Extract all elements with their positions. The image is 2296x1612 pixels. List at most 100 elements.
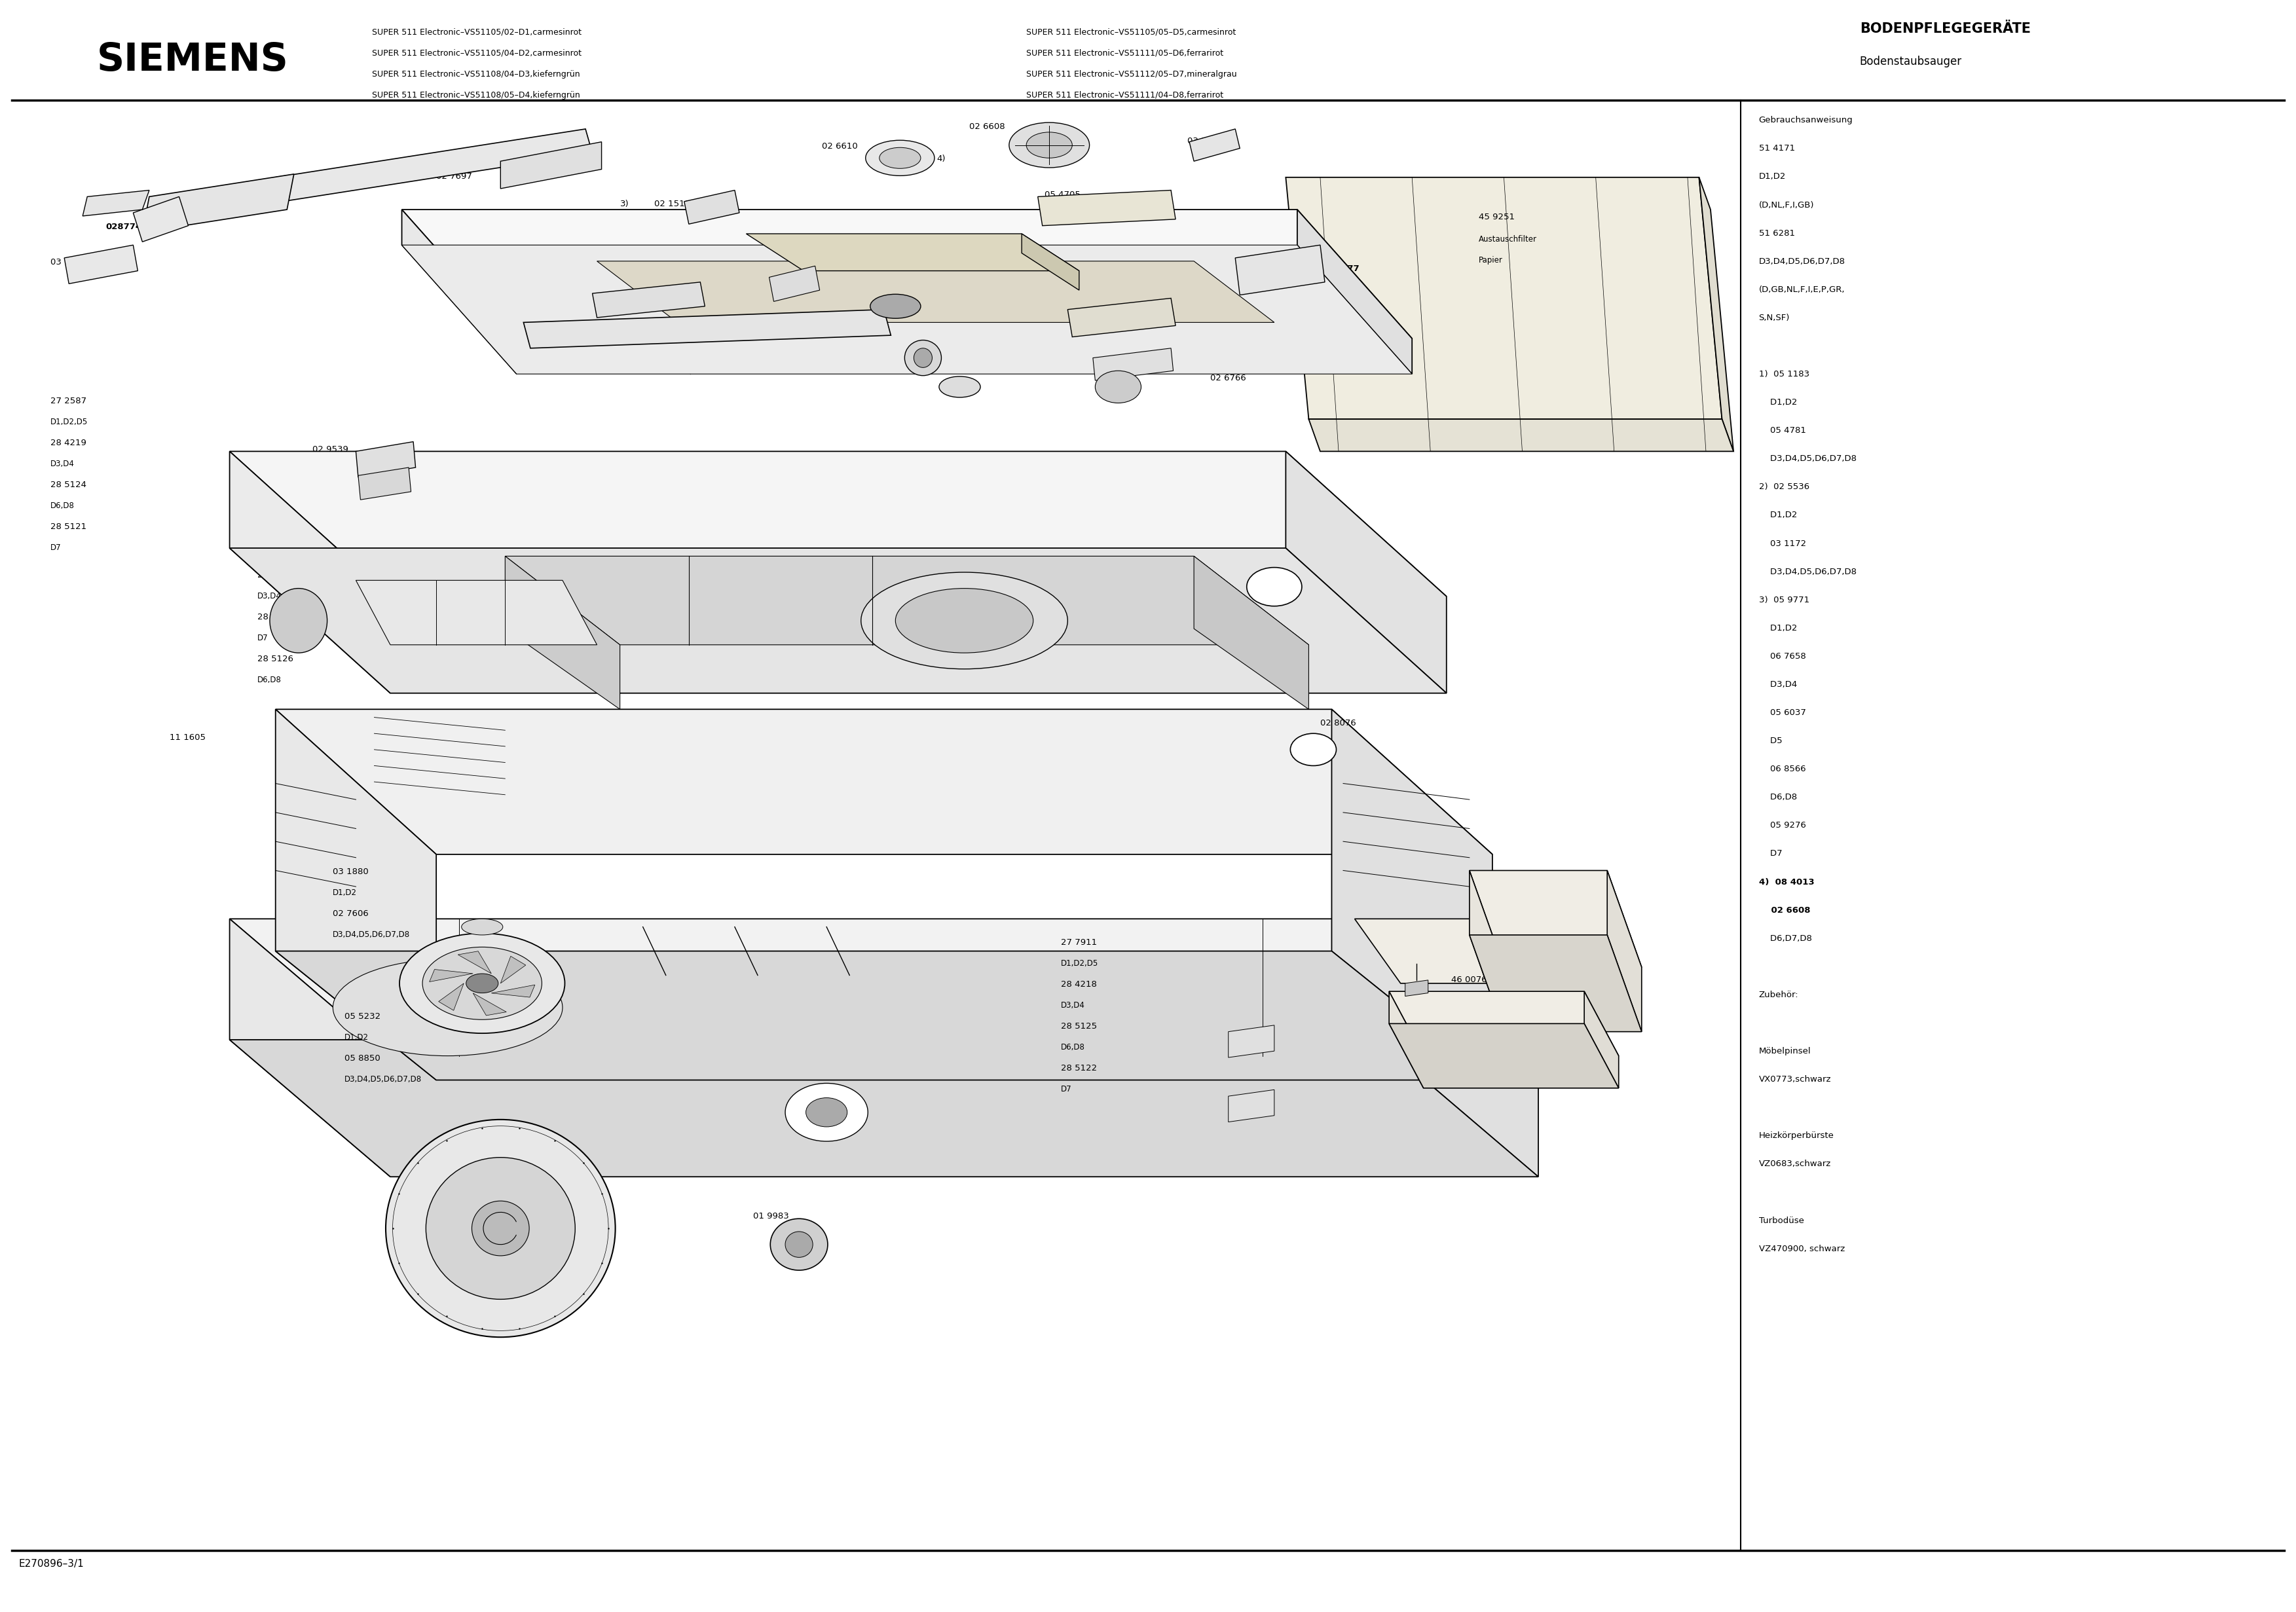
Ellipse shape [333,959,563,1056]
Text: SUPER 511 Electronic–VS51108/05–D4,kieferngrün: SUPER 511 Electronic–VS51108/05–D4,kiefe… [372,90,581,100]
Text: 03 1168: 03 1168 [1187,137,1224,145]
Text: Gebrauchsanweisung: Gebrauchsanweisung [1759,116,1853,124]
Text: SUPER 511 Electronic–VS51112/05–D7,mineralgrau: SUPER 511 Electronic–VS51112/05–D7,miner… [1026,69,1238,79]
Text: 02 6608: 02 6608 [969,123,1006,131]
Polygon shape [1355,919,1607,983]
Text: 028774: 028774 [106,222,142,231]
Text: D3,D4,D5,D6,D7,D8: D3,D4,D5,D6,D7,D8 [1759,455,1855,463]
Text: SUPER 511 Electronic–VS51111/05–D6,ferrarirot: SUPER 511 Electronic–VS51111/05–D6,ferra… [1026,48,1224,58]
Text: D1,D2: D1,D2 [1759,624,1798,632]
Text: 11 1605: 11 1605 [170,733,207,742]
Text: D6,D8: D6,D8 [257,675,282,683]
Text: SUPER 511 Electronic–VS51105/02–D1,carmesinrot: SUPER 511 Electronic–VS51105/02–D1,carme… [372,27,581,37]
Polygon shape [597,261,1274,322]
Polygon shape [1093,348,1173,380]
Text: Bodenstaubsauger: Bodenstaubsauger [1860,55,1963,68]
Circle shape [785,1083,868,1141]
Ellipse shape [271,588,326,653]
Text: D7: D7 [51,543,62,551]
Polygon shape [358,467,411,500]
Polygon shape [684,190,739,224]
Polygon shape [402,245,1412,374]
Ellipse shape [466,974,498,993]
Text: D7: D7 [1759,850,1782,858]
Ellipse shape [422,948,542,1020]
Ellipse shape [861,572,1068,669]
Text: 1)  05 1183: 1) 05 1183 [1759,371,1809,379]
Text: 27 2587: 27 2587 [51,397,87,405]
Text: 2)  02 5536: 2) 02 5536 [1759,484,1809,492]
Text: D1,D2,D5: D1,D2,D5 [257,550,294,558]
Ellipse shape [400,933,565,1033]
Text: 28 4217: 28 4217 [257,571,294,579]
Text: D6,D8: D6,D8 [51,501,76,509]
Polygon shape [505,556,1309,645]
Text: 28 4219: 28 4219 [51,438,87,447]
Polygon shape [230,451,1446,596]
Polygon shape [133,197,188,242]
Polygon shape [1228,1090,1274,1122]
Polygon shape [402,210,1412,339]
Text: 01 9983: 01 9983 [753,1212,790,1220]
Text: SUPER 511 Electronic–VS51111/04–D8,ferrarirot: SUPER 511 Electronic–VS51111/04–D8,ferra… [1026,90,1224,100]
Polygon shape [1194,556,1309,709]
Polygon shape [230,919,1538,1056]
Circle shape [1095,371,1141,403]
Circle shape [806,1098,847,1127]
Polygon shape [1286,451,1446,693]
Text: D3,D4: D3,D4 [1759,680,1798,688]
Polygon shape [230,548,1446,693]
Text: 27 7911: 27 7911 [1061,938,1097,946]
Text: 05 4705: 05 4705 [1045,190,1081,198]
Text: 4): 4) [937,155,946,163]
Polygon shape [1607,870,1642,1032]
Text: 02 6608: 02 6608 [1759,906,1809,914]
Text: 3)  05 9771: 3) 05 9771 [1759,595,1809,604]
Polygon shape [491,985,535,998]
Polygon shape [501,142,602,189]
Text: BODENPFLEGEGERÄTE: BODENPFLEGEGERÄTE [1860,23,2030,35]
Text: D3,D4: D3,D4 [257,592,282,600]
Polygon shape [402,210,517,374]
Polygon shape [276,709,436,1080]
Polygon shape [1389,1024,1619,1088]
Polygon shape [1389,991,1619,1056]
Text: D6,D8: D6,D8 [1759,793,1798,801]
Text: 03 1604: 03 1604 [895,290,932,298]
Polygon shape [746,234,1079,271]
Text: 3): 3) [620,200,629,208]
Text: SUPER 511 Electronic–VS51105/04–D2,carmesinrot: SUPER 511 Electronic–VS51105/04–D2,carme… [372,48,581,58]
Polygon shape [1286,177,1722,419]
Text: Möbelpinsel: Möbelpinsel [1759,1048,1812,1056]
Text: (D,GB,NL,F,I,E,P,GR,: (D,GB,NL,F,I,E,P,GR, [1759,285,1846,293]
Text: 02 9539: 02 9539 [312,445,349,453]
Text: 16 3166: 16 3166 [1075,343,1111,351]
Text: 02 6610: 02 6610 [822,142,859,150]
Text: 1): 1) [684,368,693,376]
Text: S,N,SF): S,N,SF) [1759,313,1791,322]
Text: 28 5125: 28 5125 [1061,1022,1097,1030]
Text: 28 5122: 28 5122 [1061,1064,1097,1072]
Circle shape [1247,567,1302,606]
Text: 02 6766: 02 6766 [1210,374,1247,382]
Text: D4,D5,D6,D7,D8: D4,D5,D6,D7,D8 [895,334,960,342]
Text: 08 5199: 08 5199 [464,297,503,305]
Ellipse shape [769,1219,827,1270]
Text: 27 8051: 27 8051 [257,529,294,537]
Ellipse shape [905,340,941,376]
Text: 06 8566: 06 8566 [1759,764,1805,774]
Text: 2): 2) [666,329,675,337]
Text: 02 7697: 02 7697 [436,172,473,181]
Ellipse shape [386,1119,615,1338]
Text: 02 7606: 02 7606 [333,909,370,917]
Text: 03 1880: 03 1880 [333,867,370,875]
Text: 46 0076: 46 0076 [1451,975,1488,983]
Polygon shape [276,951,1492,1080]
Polygon shape [1561,919,1607,1016]
Polygon shape [1405,980,1428,996]
Text: 51 6281: 51 6281 [1759,229,1795,237]
Text: VZ470900, schwarz: VZ470900, schwarz [1759,1244,1844,1253]
Text: D7: D7 [257,634,269,642]
Polygon shape [230,451,390,693]
Text: 05 8850: 05 8850 [344,1054,381,1062]
